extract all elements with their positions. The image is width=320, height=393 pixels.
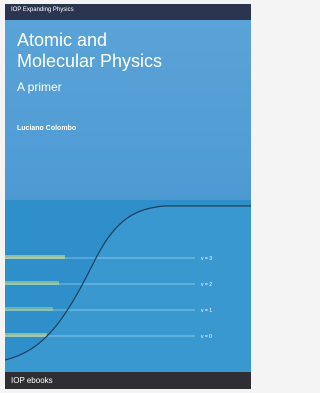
- series-bar: IOP Expanding Physics: [5, 4, 251, 20]
- page: {"header": {"series": "IOP Expanding Phy…: [0, 0, 256, 393]
- title-line: Molecular Physics: [17, 51, 162, 72]
- level-label: v = 2: [201, 282, 212, 288]
- level-highlight: [5, 333, 47, 337]
- series-label: IOP Expanding Physics: [11, 7, 74, 13]
- title-line: Atomic and: [17, 30, 162, 51]
- publisher-bar: IOP ebooks: [5, 372, 251, 389]
- level-highlight: [5, 255, 65, 259]
- cover-art: v = 3 v = 2 v = 1 v = 0: [5, 200, 251, 372]
- title: Atomic and Molecular Physics: [17, 30, 162, 72]
- subtitle: A primer: [17, 80, 62, 94]
- level-highlight: [5, 281, 59, 285]
- author: Luciano Colombo: [17, 125, 76, 132]
- book-cover: IOP Expanding Physics Atomic and Molecul…: [5, 4, 251, 389]
- level-label: v = 3: [201, 256, 212, 262]
- level-label: v = 0: [201, 334, 212, 340]
- level-label: v = 1: [201, 308, 212, 314]
- level-highlight: [5, 307, 53, 311]
- publisher-logo: IOP ebooks: [11, 376, 53, 385]
